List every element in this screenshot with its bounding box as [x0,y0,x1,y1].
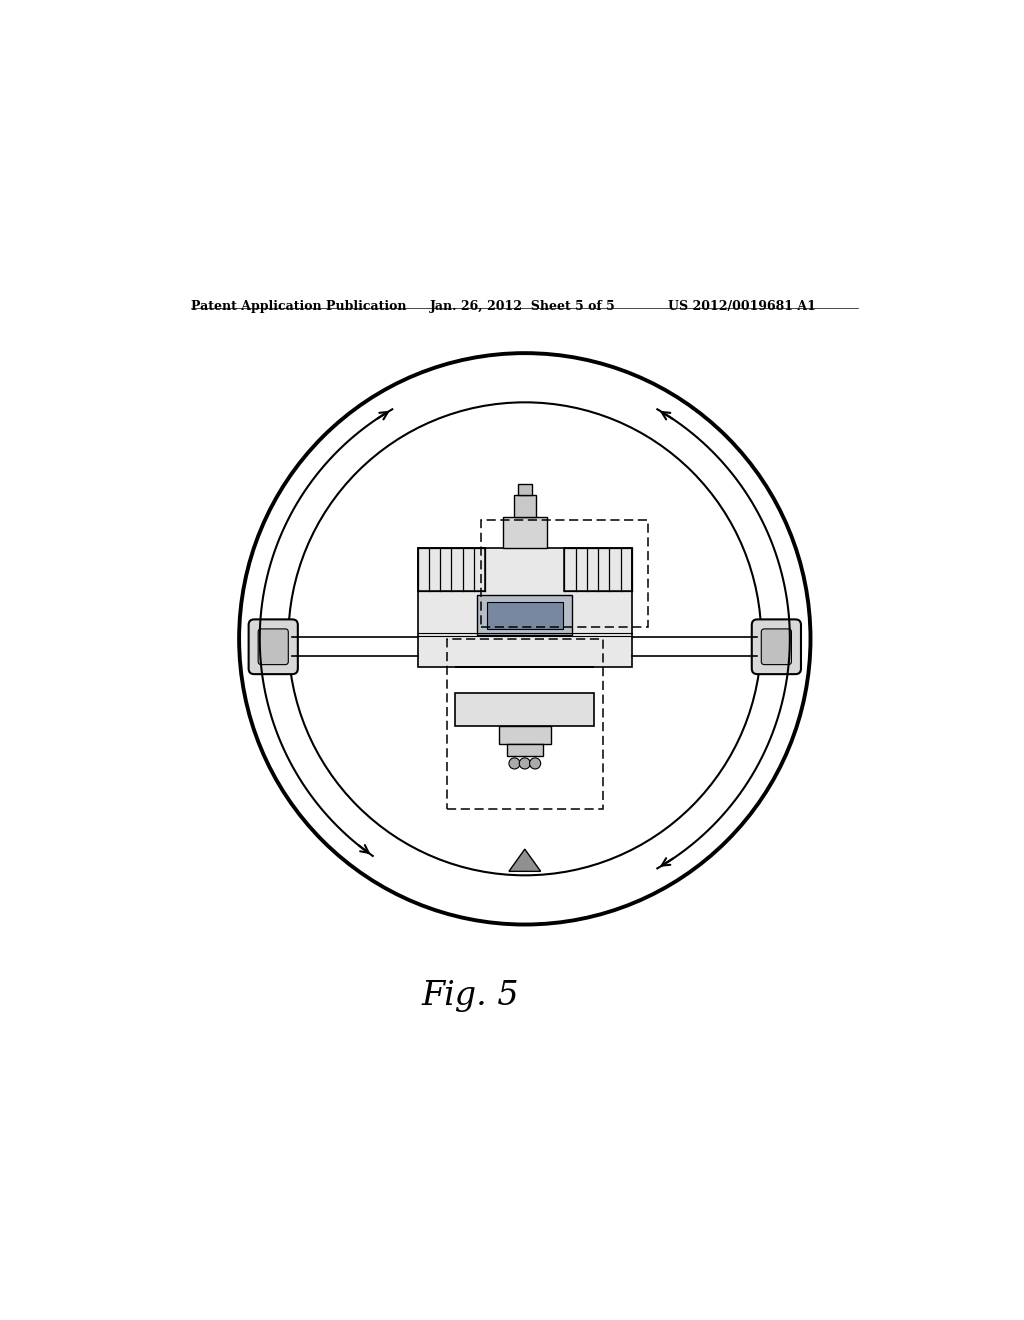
Circle shape [519,758,530,770]
Bar [418,548,485,591]
Bar [481,520,648,627]
FancyBboxPatch shape [258,628,289,664]
FancyBboxPatch shape [249,619,298,675]
Text: Fig. 5: Fig. 5 [422,979,519,1012]
Polygon shape [509,849,541,871]
Bar [514,495,536,517]
Bar [503,517,547,548]
Text: US 2012/0019681 A1: US 2012/0019681 A1 [668,300,815,313]
FancyBboxPatch shape [761,628,792,664]
Bar [447,639,602,809]
Text: Jan. 26, 2012  Sheet 5 of 5: Jan. 26, 2012 Sheet 5 of 5 [430,300,615,313]
Bar [418,548,632,667]
Bar [518,484,531,495]
Bar [456,693,594,726]
FancyBboxPatch shape [752,619,801,675]
Circle shape [509,758,520,770]
Bar [499,726,551,743]
Text: Patent Application Publication: Patent Application Publication [191,300,407,313]
Circle shape [529,758,541,770]
Bar [477,595,572,635]
Bar [507,743,543,756]
Bar [564,548,632,591]
Bar [486,602,563,628]
